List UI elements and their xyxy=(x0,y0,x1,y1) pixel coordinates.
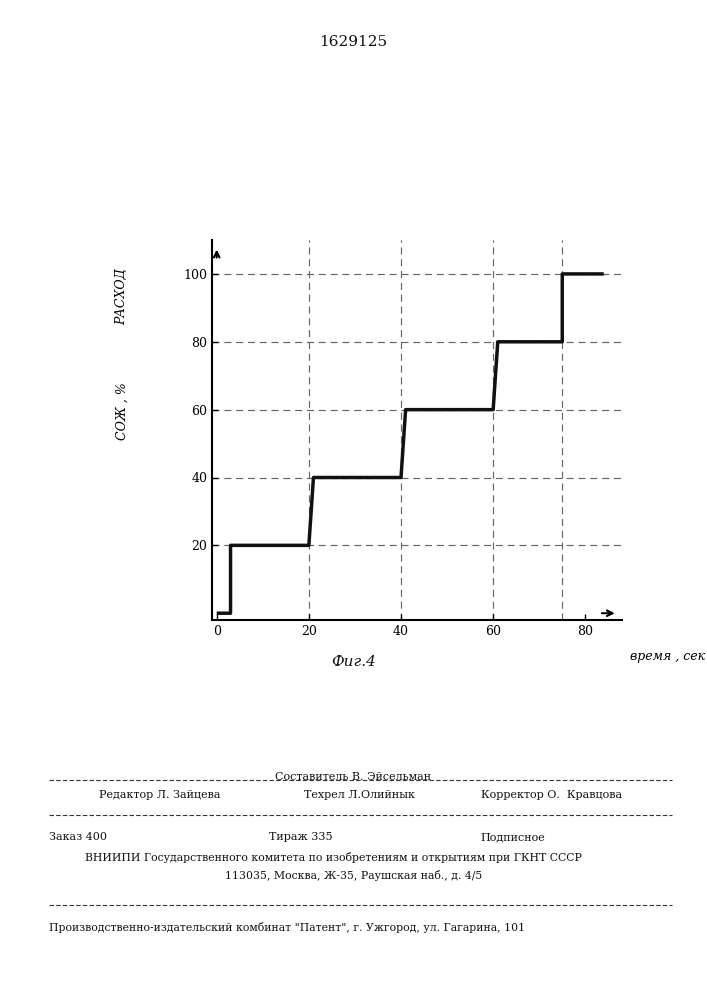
Text: Корректор О.  Кравцова: Корректор О. Кравцова xyxy=(481,790,622,800)
Text: Техрел Л.Олийнык: Техрел Л.Олийнык xyxy=(304,790,415,800)
Text: СОЖ , %: СОЖ , % xyxy=(115,382,129,440)
Text: 113035, Москва, Ж-35, Раушская наб., д. 4/5: 113035, Москва, Ж-35, Раушская наб., д. … xyxy=(225,870,482,881)
Text: РАСХОД: РАСХОД xyxy=(115,269,129,325)
Text: Заказ 400: Заказ 400 xyxy=(49,832,107,842)
Text: 1629125: 1629125 xyxy=(320,35,387,49)
Text: Редактор Л. Зайцева: Редактор Л. Зайцева xyxy=(99,790,221,800)
Text: Тираж 335: Тираж 335 xyxy=(269,832,332,842)
Text: Составитель В. Эйсельман: Составитель В. Эйсельман xyxy=(276,772,431,782)
Text: Фиг.4: Фиг.4 xyxy=(331,655,376,669)
Text: время , сек: время , сек xyxy=(631,650,706,663)
Text: Подписное: Подписное xyxy=(481,832,546,842)
Text: ВНИИПИ Государственного комитета по изобретениям и открытиям при ГКНТ СССР: ВНИИПИ Государственного комитета по изоб… xyxy=(85,852,582,863)
Text: Производственно-издательский комбинат "Патент", г. Ужгород, ул. Гагарина, 101: Производственно-издательский комбинат "П… xyxy=(49,922,525,933)
